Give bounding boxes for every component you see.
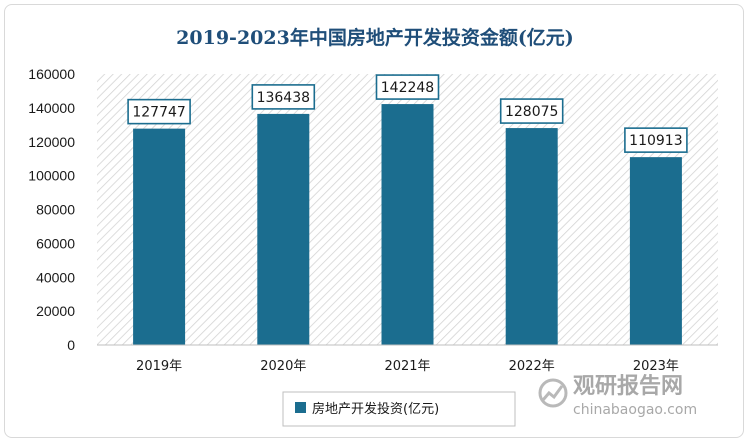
legend xyxy=(282,391,516,427)
chart-title: 2019-2023年中国房地产开发投资金额(亿元) xyxy=(176,26,574,49)
y-tick-label: 20000 xyxy=(36,303,75,319)
y-tick-label: 80000 xyxy=(36,202,75,218)
y-tick-label: 60000 xyxy=(36,235,75,251)
x-tick-label: 2020年 xyxy=(260,359,306,374)
data-label-box xyxy=(127,98,191,125)
y-axis: 0 20000 40000 60000 80000 100000 120000 140000 1… xyxy=(28,66,75,353)
legend-label: 房地产开发投资(亿元) xyxy=(312,401,439,417)
data-label-box xyxy=(624,127,688,153)
bar xyxy=(505,128,558,345)
y-tick-label: 160000 xyxy=(28,66,75,82)
data-labels: 127747 136438 142248 128075 110913 xyxy=(127,74,688,153)
data-label: 136438 xyxy=(257,90,310,106)
x-tick-label: 2021年 xyxy=(384,359,430,374)
y-tick-label: 120000 xyxy=(28,134,75,150)
bar xyxy=(629,157,682,345)
x-tick-label: 2023年 xyxy=(633,359,679,374)
data-label-box xyxy=(499,98,564,124)
data-label: 142248 xyxy=(381,80,434,96)
watermark-brand: 观研报告网 xyxy=(573,374,683,399)
bar xyxy=(381,104,434,346)
bars xyxy=(133,104,682,346)
watermark: 观研报告网 chinabaogao.com xyxy=(538,374,697,418)
data-label-box xyxy=(251,84,316,110)
watermark-site: chinabaogao.com xyxy=(573,402,697,418)
x-tick-label: 2022年 xyxy=(509,359,555,374)
data-label: 128075 xyxy=(505,104,558,120)
x-axis: 2019年 2020年 2021年 2022年 2023年 xyxy=(136,359,679,374)
x-tick-label: 2019年 xyxy=(136,359,182,374)
y-tick-label: 140000 xyxy=(28,100,75,116)
watermark-logo-icon xyxy=(538,378,568,408)
y-tick-label: 0 xyxy=(67,337,75,353)
legend-swatch xyxy=(295,402,306,413)
y-tick-label: 40000 xyxy=(36,269,75,285)
data-label: 110913 xyxy=(629,133,682,149)
bar xyxy=(133,128,186,345)
data-label-box xyxy=(375,74,440,100)
bar xyxy=(257,113,310,345)
data-label: 127747 xyxy=(132,105,185,121)
y-tick-label: 100000 xyxy=(28,168,75,184)
